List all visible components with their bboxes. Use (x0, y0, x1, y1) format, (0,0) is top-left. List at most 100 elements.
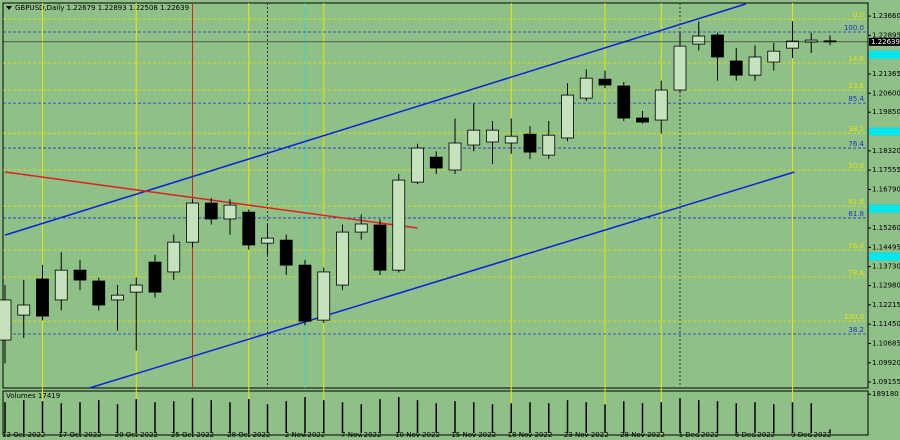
candle-body (148, 261, 162, 293)
x-tick-label: 28 Oct 2022 (227, 431, 270, 439)
candle-body (242, 211, 256, 246)
y-tick-label: 1.12980 (872, 282, 900, 290)
axis-marker (869, 50, 900, 59)
candle-body (0, 299, 12, 341)
candle-body (467, 129, 481, 146)
y-tick-label: 1.09920 (872, 359, 900, 367)
level-label: 50.0 (848, 162, 864, 170)
candle-body (17, 304, 31, 316)
level-label: 85.4 (848, 95, 864, 103)
candle-body (711, 34, 724, 58)
candle-body (111, 294, 124, 301)
y-tick-label: 1.10685 (872, 339, 900, 347)
candle-body (36, 278, 49, 317)
candle-body (54, 269, 68, 301)
candle-body (204, 202, 218, 220)
candle-body (373, 224, 387, 271)
x-tick-label: 17 Oct 2022 (58, 431, 101, 439)
candle-body (523, 133, 537, 153)
x-tick-label: 23 Nov 2022 (564, 431, 609, 439)
level-label: 78.6 (848, 269, 864, 277)
level-label: 14.6 (848, 55, 864, 63)
y-tick-label: 1.23660 (872, 12, 900, 20)
candle-body (354, 223, 368, 233)
y-tick-label: 1.17555 (872, 166, 900, 174)
x-tick-label: 10 Nov 2022 (395, 431, 440, 439)
candle-body (617, 85, 631, 119)
y-tick-label: 1.11450 (872, 320, 900, 328)
candle-body (729, 60, 743, 76)
x-tick-label: 12 Oct 2022 (2, 431, 45, 439)
candle-body (392, 179, 406, 271)
candle-body (748, 56, 762, 76)
candle-body (561, 94, 574, 139)
candle-body (92, 280, 106, 306)
header-icon (6, 6, 12, 10)
x-tick-label: 6 Dec 2022 (735, 431, 775, 439)
candle-body (186, 202, 199, 243)
level-label: 38.2 (848, 125, 864, 133)
y-tick-label: 1.21365 (872, 70, 900, 78)
level-label: 61.8 (848, 210, 864, 218)
y-tick-label: 1.22895 (872, 31, 900, 39)
volume-tick-label: 189180 (872, 390, 899, 398)
candle-body (411, 147, 424, 183)
candle-body (223, 204, 237, 220)
candle-body (486, 129, 499, 143)
candle-body (654, 89, 668, 121)
x-tick-label: 15 Nov 2022 (451, 431, 496, 439)
candle-body (429, 156, 443, 169)
y-tick-label: 1.20600 (872, 89, 900, 97)
x-tick-label: 7 Nov 2022 (341, 431, 381, 439)
candle-body (336, 231, 349, 286)
volume-panel (2, 390, 869, 436)
last-price-box (869, 37, 900, 46)
y-tick-label: 1.12215 (872, 301, 900, 309)
last-price-label: 1.22639 (871, 38, 900, 46)
y-tick-label: 1.09155 (872, 378, 900, 386)
candle-body (504, 135, 518, 144)
level-label: 100.0 (844, 24, 864, 32)
candle-body (73, 269, 87, 281)
trendline (89, 171, 795, 389)
level-label: 76.4 (848, 140, 864, 148)
candle-body (673, 45, 687, 91)
x-tick-label: 25 Oct 2022 (171, 431, 214, 439)
x-tick-label: 2 Nov 2022 (285, 431, 325, 439)
y-tick-label: 1.15260 (872, 224, 900, 232)
trendline (4, 3, 746, 236)
x-tick-label: 9 Dec 2022 (791, 431, 831, 439)
candle-body (129, 284, 143, 293)
level-label: 61.8 (848, 198, 864, 206)
level-label: 23.6 (848, 82, 864, 90)
x-tick-label: 20 Oct 2022 (115, 431, 158, 439)
candle-body (261, 237, 274, 244)
header: GBPUSD,Daily 1.22679 1.22893 1.22508 1.2… (15, 4, 189, 12)
candle-body (279, 239, 293, 266)
candle-body (786, 40, 799, 49)
y-tick-label: 1.14495 (872, 243, 900, 251)
candle-body (767, 50, 781, 63)
y-tick-label: 1.16790 (872, 185, 900, 193)
candle-body (579, 77, 593, 99)
x-tick-label: 28 Nov 2022 (620, 431, 665, 439)
candle-body (317, 271, 331, 321)
candle-body (598, 78, 612, 86)
axis-marker (869, 127, 900, 136)
x-tick-label: 18 Nov 2022 (508, 431, 553, 439)
candle-body (298, 264, 312, 322)
axis-marker (869, 204, 900, 213)
level-label: 0.0 (853, 11, 864, 19)
candle-body (636, 117, 649, 123)
level-label: 38.2 (848, 326, 864, 334)
volume-label: Volumes 17419 (6, 392, 60, 400)
level-label: 76.4 (848, 242, 864, 250)
y-tick-label: 1.13730 (872, 263, 900, 271)
axis-marker (869, 252, 900, 261)
candle-body (167, 241, 181, 273)
price-panel (2, 2, 869, 389)
y-tick-label: 1.18320 (872, 147, 900, 155)
x-tick-label: 1 Dec 2022 (679, 431, 719, 439)
candle-body (448, 142, 462, 171)
